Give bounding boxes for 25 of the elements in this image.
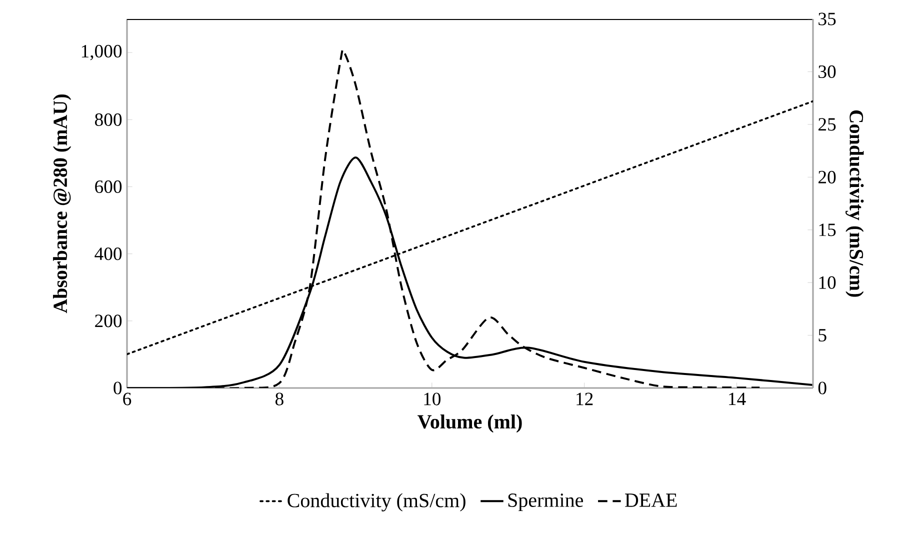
y-tick-label: 0 — [114, 382, 122, 394]
y-tick-label: 400 — [94, 248, 122, 260]
y-tick-label: 800 — [95, 113, 122, 126]
legend-label: Spermine — [508, 494, 583, 512]
x-tick-label: 6 — [123, 392, 132, 406]
y-tick-label: 200 — [95, 314, 122, 328]
y-axis-title: Absorbance @280 (mAU) — [53, 94, 72, 314]
y2-axis-title: Conductivity (mS/cm) — [846, 110, 864, 297]
y-tick-label: 600 — [95, 180, 122, 194]
x-tick-label: 8 — [275, 392, 284, 406]
y2-tick-label: 15 — [819, 224, 836, 236]
legend-label: DEAE — [625, 494, 677, 507]
x-tick-label: 10 — [424, 392, 441, 406]
legend-label: Conductivity (mS/cm) — [288, 493, 466, 512]
x-tick-label: 14 — [729, 392, 746, 406]
y2-tick-label: 0 — [818, 382, 826, 394]
y2-tick-label: 30 — [818, 65, 836, 78]
y-tick-label: 1,000 — [82, 44, 122, 60]
y2-tick-label: 10 — [819, 276, 836, 289]
y2-tick-label: 5 — [818, 329, 826, 342]
x-tick-label: 12 — [576, 392, 593, 406]
y2-tick-label: 35 — [818, 12, 836, 26]
y2-tick-label: 20 — [818, 170, 836, 184]
y2-tick-label: 25 — [818, 118, 836, 131]
x-axis-title: Volume (ml) — [418, 414, 522, 433]
